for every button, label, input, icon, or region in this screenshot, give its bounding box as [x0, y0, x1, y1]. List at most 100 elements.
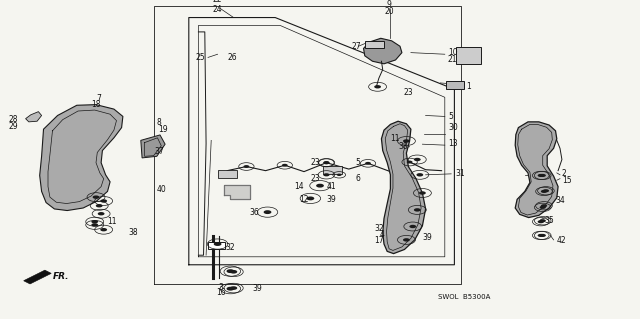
Text: 28: 28 — [8, 115, 18, 124]
Text: 20: 20 — [384, 7, 394, 16]
Text: 32: 32 — [226, 243, 236, 252]
Text: 32: 32 — [374, 224, 384, 233]
Text: 4: 4 — [379, 230, 384, 239]
Circle shape — [98, 212, 104, 215]
Circle shape — [230, 270, 237, 274]
Text: 35: 35 — [544, 216, 554, 225]
Circle shape — [100, 199, 107, 203]
Circle shape — [541, 204, 547, 207]
Text: 19: 19 — [158, 125, 168, 134]
Text: 38: 38 — [128, 228, 138, 237]
Circle shape — [92, 220, 98, 223]
Bar — [208, 242, 225, 249]
Circle shape — [540, 206, 546, 209]
Bar — [446, 81, 464, 89]
Circle shape — [323, 161, 330, 164]
Circle shape — [93, 196, 99, 199]
Circle shape — [96, 204, 102, 207]
Polygon shape — [224, 185, 250, 199]
Circle shape — [374, 85, 381, 88]
Circle shape — [337, 174, 342, 176]
Text: 17: 17 — [374, 236, 384, 245]
Bar — [365, 41, 384, 48]
Text: 42: 42 — [557, 236, 566, 245]
Circle shape — [419, 191, 426, 195]
Text: 8: 8 — [157, 118, 161, 127]
Text: 40: 40 — [157, 185, 166, 194]
Circle shape — [540, 234, 546, 237]
Bar — [456, 47, 481, 64]
Text: 15: 15 — [562, 176, 572, 185]
Circle shape — [307, 197, 314, 200]
Circle shape — [538, 174, 544, 177]
Text: 5: 5 — [355, 158, 360, 167]
Text: 23: 23 — [310, 174, 320, 183]
Circle shape — [227, 287, 234, 291]
Text: 27: 27 — [352, 42, 362, 51]
Text: 26: 26 — [227, 53, 237, 62]
Circle shape — [214, 242, 221, 246]
Polygon shape — [381, 121, 426, 254]
Circle shape — [538, 220, 544, 223]
Text: 36: 36 — [250, 208, 259, 217]
Bar — [218, 170, 237, 178]
Circle shape — [406, 160, 413, 164]
Text: 18: 18 — [92, 100, 101, 109]
Polygon shape — [515, 122, 558, 218]
Circle shape — [403, 238, 410, 241]
Circle shape — [243, 165, 250, 168]
Text: 16: 16 — [216, 288, 226, 297]
Text: 14: 14 — [294, 182, 304, 191]
Circle shape — [417, 173, 423, 176]
Text: 34: 34 — [556, 197, 565, 205]
Text: 12: 12 — [299, 195, 308, 204]
Polygon shape — [40, 105, 123, 211]
Circle shape — [410, 225, 416, 228]
Circle shape — [316, 184, 324, 188]
Text: 23: 23 — [403, 88, 413, 97]
Text: 38: 38 — [399, 142, 408, 151]
Text: 25: 25 — [195, 53, 205, 62]
Circle shape — [403, 139, 410, 143]
Text: 41: 41 — [326, 182, 336, 191]
Circle shape — [540, 219, 546, 222]
Text: 11: 11 — [390, 134, 400, 143]
Text: 21: 21 — [448, 55, 458, 63]
Circle shape — [414, 158, 420, 161]
Text: FR.: FR. — [52, 272, 69, 281]
Bar — [323, 166, 342, 174]
Circle shape — [227, 269, 234, 273]
Circle shape — [100, 228, 107, 231]
Circle shape — [541, 190, 547, 193]
Circle shape — [92, 223, 98, 226]
Text: 30: 30 — [448, 123, 458, 132]
Text: 10: 10 — [448, 48, 458, 57]
Circle shape — [540, 174, 546, 177]
Text: 2: 2 — [562, 169, 566, 178]
Text: 39: 39 — [253, 284, 262, 293]
Circle shape — [323, 173, 330, 176]
Polygon shape — [141, 135, 165, 158]
Text: 9: 9 — [387, 0, 392, 9]
Text: 31: 31 — [456, 169, 465, 178]
Circle shape — [282, 164, 288, 167]
Text: 22
24: 22 24 — [212, 0, 223, 14]
Circle shape — [538, 234, 544, 237]
Text: 39: 39 — [422, 233, 432, 242]
Circle shape — [264, 210, 271, 214]
Text: 1: 1 — [466, 82, 470, 91]
Circle shape — [365, 162, 371, 165]
Text: 37: 37 — [155, 147, 164, 156]
Circle shape — [414, 208, 420, 211]
Text: SWOL  B5300A: SWOL B5300A — [438, 294, 491, 300]
Polygon shape — [24, 270, 51, 284]
Text: 29: 29 — [8, 122, 18, 130]
Text: 13: 13 — [448, 139, 458, 148]
Text: 11: 11 — [108, 217, 117, 226]
Text: 23: 23 — [310, 158, 320, 167]
Circle shape — [230, 286, 237, 290]
Text: 3: 3 — [218, 283, 223, 292]
Text: 5: 5 — [448, 112, 453, 121]
Text: 39: 39 — [326, 195, 336, 204]
Text: 6: 6 — [355, 174, 360, 183]
